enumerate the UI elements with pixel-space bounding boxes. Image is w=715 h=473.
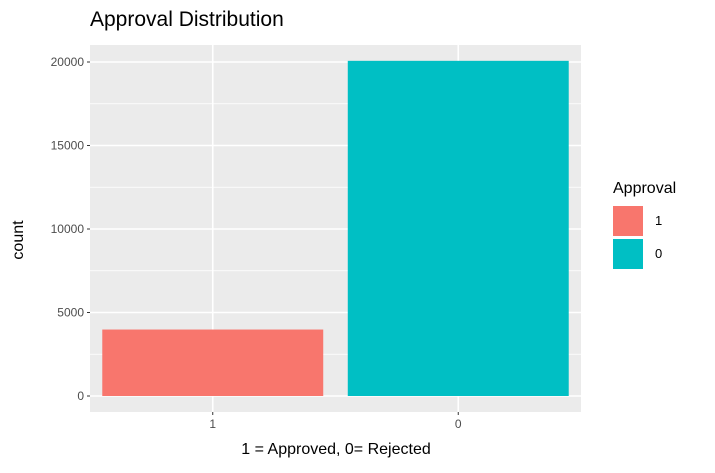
y-tick-label: 10000 [51, 222, 85, 236]
y-tick-label: 5000 [57, 306, 84, 320]
x-axis-label: 1 = Approved, 0= Rejected [241, 441, 431, 458]
legend-swatch [613, 238, 643, 269]
y-tick-label: 20000 [51, 55, 85, 69]
legend-title: Approval [613, 180, 677, 197]
x-tick-label: 0 [455, 417, 462, 431]
legend-item: 0 [613, 237, 676, 270]
y-axis-label: count [10, 220, 27, 260]
x-tick-label: 1 [209, 417, 216, 431]
legend-label: 0 [655, 246, 663, 261]
legend-label: 1 [655, 213, 663, 228]
bar [102, 329, 324, 396]
legend-item: 1 [613, 204, 676, 237]
legend-swatch [613, 205, 643, 236]
y-tick-label: 0 [77, 389, 84, 403]
legend: Approval 1 0 [613, 180, 676, 270]
chart-title: Approval Distribution [90, 8, 284, 31]
bar [347, 60, 569, 397]
y-tick-label: 15000 [51, 139, 85, 153]
